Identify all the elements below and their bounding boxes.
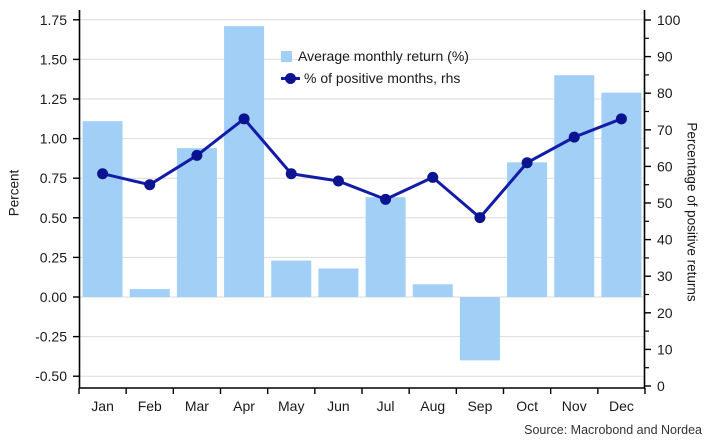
right-tick-label: 10 <box>657 341 673 357</box>
x-tick-label: Sep <box>467 398 492 414</box>
dot-mar <box>191 149 203 161</box>
left-tick-label: 0.75 <box>40 170 67 186</box>
bar-aug <box>412 284 453 297</box>
bar-nov <box>554 75 595 298</box>
x-tick-label: Mar <box>185 398 209 414</box>
x-tick-label: Feb <box>138 398 162 414</box>
right-tick-label: 80 <box>657 85 673 101</box>
dot-oct <box>521 157 533 169</box>
dot-nov <box>568 131 580 143</box>
bar-apr <box>224 26 265 298</box>
right-tick-label: 30 <box>657 268 673 284</box>
right-tick-label: 40 <box>657 232 673 248</box>
bar-feb <box>129 289 170 297</box>
x-tick-label: Dec <box>609 398 634 414</box>
right-tick-label: 0 <box>657 378 665 394</box>
bar-jan <box>82 121 123 298</box>
right-tick-label: 90 <box>657 49 673 65</box>
legend-item-average-return: Average monthly return (%) <box>281 49 469 64</box>
right-axis-title: Percentage of positive returns <box>684 122 700 302</box>
x-tick-label: Aug <box>420 398 445 414</box>
gridlines <box>80 19 644 377</box>
dot-sep <box>474 212 486 224</box>
right-tick-label: 20 <box>657 305 673 321</box>
line-series <box>97 113 627 224</box>
bar-sep <box>459 297 500 361</box>
bar-series <box>82 26 642 361</box>
dot-may <box>285 168 297 180</box>
axes: -0.50 -0.25 0.00 0.25 0.50 0.75 1.00 1.25 1.50 1.… <box>35 10 681 414</box>
x-tick-label: May <box>278 398 304 414</box>
line-marker-swatch-icon <box>281 73 300 84</box>
left-tick-label: 0.50 <box>40 210 67 226</box>
bar-jun <box>318 268 359 297</box>
left-tick-label: 1.75 <box>40 12 67 28</box>
left-tick-label: 1.50 <box>40 51 67 67</box>
legend-label-average-return: Average monthly return (%) <box>298 48 469 64</box>
bar-oct <box>507 162 548 297</box>
x-tick-label: Jun <box>327 398 350 414</box>
dot-jul <box>380 193 392 205</box>
left-tick-label: 1.00 <box>40 131 67 147</box>
right-tick-label: 50 <box>657 195 673 211</box>
source-note: Source: Macrobond and Nordea <box>524 423 702 437</box>
bar-may <box>271 260 312 297</box>
right-tick-label: 70 <box>657 122 673 138</box>
dot-feb <box>144 179 156 191</box>
bar-mar <box>176 148 217 297</box>
dot-dec <box>615 113 627 125</box>
legend: Average monthly return (%) % of positive… <box>281 49 469 86</box>
right-tick-label: 100 <box>657 12 681 28</box>
x-tick-label: Nov <box>562 398 587 414</box>
left-tick-label: 0.00 <box>40 289 67 305</box>
dot-aug <box>427 171 439 183</box>
left-tick-label: 1.25 <box>40 91 67 107</box>
left-axis-title: Percent <box>6 169 22 217</box>
left-tick-label: -0.25 <box>35 329 67 345</box>
left-tick-label: 0.25 <box>40 249 67 265</box>
left-tick-label: -0.50 <box>35 368 67 384</box>
dot-apr <box>238 113 250 125</box>
x-tick-label: Apr <box>233 398 255 414</box>
bar-swatch-icon <box>281 51 292 62</box>
line-path <box>102 117 622 220</box>
legend-item-positive-months: % of positive months, rhs <box>281 71 469 86</box>
x-tick-label: Jul <box>377 398 395 414</box>
bar-jul <box>365 197 406 297</box>
x-tick-label: Jan <box>91 398 114 414</box>
x-tick-label: Oct <box>516 398 538 414</box>
dot-jun <box>332 175 344 187</box>
bar-dec <box>601 92 642 297</box>
right-tick-label: 60 <box>657 158 673 174</box>
dot-jan <box>97 168 109 180</box>
legend-label-positive-months: % of positive months, rhs <box>304 70 461 86</box>
